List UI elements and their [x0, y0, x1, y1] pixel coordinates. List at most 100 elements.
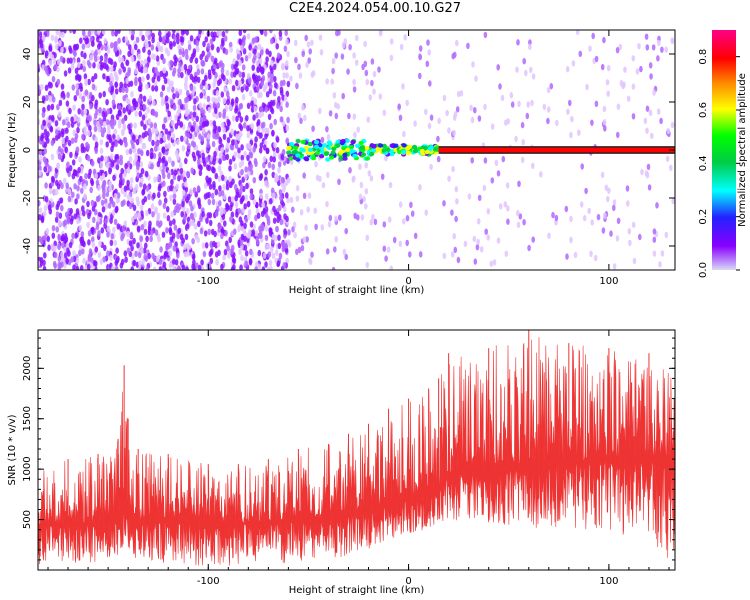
spectrogram-cell: [459, 90, 464, 97]
spectrogram-cell: [184, 76, 189, 83]
spectrogram-cell: [657, 39, 661, 47]
spectrogram-cell: [454, 186, 459, 193]
spectrogram-cell: [246, 33, 251, 40]
spectrogram-cell: [248, 44, 252, 51]
spectrogram-cell: [295, 185, 300, 192]
spectrogram-cell: [625, 185, 630, 192]
spectrogram-cell: [287, 176, 291, 184]
spectrogram-cell: [133, 122, 137, 129]
spectrogram-cell: [70, 116, 74, 123]
spectrogram-cell: [80, 109, 84, 116]
spectrogram-cell: [57, 58, 61, 66]
spectrogram-cell: [81, 103, 85, 111]
spectrogram-cell: [605, 79, 610, 86]
spectrogram-cell: [517, 100, 521, 108]
spectrogram-cell: [238, 248, 242, 256]
spectrogram-cell: [359, 145, 365, 150]
spectrogram-cell: [208, 212, 213, 219]
spectrogram-cell: [307, 57, 312, 64]
spectrogram-cell: [113, 218, 118, 226]
spectrogram-cell: [249, 188, 254, 195]
spectrogram-cell: [126, 193, 131, 201]
spectrogram-cell: [97, 43, 101, 50]
spectrogram-cell: [297, 112, 302, 120]
spectrogram-cell: [264, 127, 269, 134]
spectrogram-cell: [44, 160, 48, 167]
spectrogram-cell: [214, 210, 219, 217]
spectrogram-cell: [103, 244, 107, 252]
spectrogram-cell: [154, 85, 159, 92]
spectrogram-cell: [253, 98, 258, 105]
spectrogram-cell: [565, 66, 570, 73]
spectrogram-cell: [531, 73, 536, 80]
spectrogram-cell: [295, 82, 299, 90]
spectrogram-cell: [539, 171, 543, 178]
spectrogram-cell: [128, 156, 133, 163]
spectrogram-cell: [68, 30, 73, 34]
spectrogram-cell: [214, 172, 219, 180]
spectrogram-cell: [107, 57, 112, 64]
spectrogram-cell: [109, 198, 114, 205]
spectrogram-x-tick-label: 0: [405, 276, 411, 287]
spectrogram-cell: [168, 228, 173, 236]
spectrogram-cell: [402, 130, 406, 138]
colorbar-label: Normalized spectral amplitude: [737, 73, 748, 227]
spectrogram-cell: [220, 263, 224, 270]
spectrogram-cell: [342, 152, 348, 158]
spectrogram-cell: [554, 214, 559, 222]
spectrogram-cell: [74, 198, 78, 205]
spectrogram-cell: [151, 32, 155, 40]
spectrogram-cell: [217, 126, 221, 133]
spectrogram-cell: [278, 252, 283, 260]
spectrogram-cell: [153, 176, 157, 183]
spectrogram-cell: [106, 231, 110, 238]
spectrogram-cell: [192, 259, 196, 266]
spectrogram-cell: [286, 50, 290, 58]
snr-series-fill: [38, 337, 675, 566]
spectrogram-cell: [86, 200, 90, 208]
spectrogram-cell: [159, 246, 163, 253]
spectrogram-cell: [177, 67, 181, 74]
spectrogram-cell: [141, 114, 146, 121]
spectrogram-cell: [269, 83, 273, 90]
spectrogram-cell: [518, 213, 523, 220]
spectrogram-cell: [43, 252, 47, 259]
spectrogram-cell: [283, 45, 288, 52]
spectrogram-cell: [233, 228, 237, 235]
spectrogram-cell: [123, 185, 128, 192]
spectrogram-cell: [96, 216, 101, 223]
spectrogram-cell: [235, 60, 239, 67]
spectrogram-cell: [176, 206, 180, 213]
spectrogram-cell: [108, 185, 113, 193]
spectrogram-cell: [482, 184, 487, 192]
spectrogram-cell: [233, 151, 238, 158]
spectrogram-cell: [78, 156, 82, 163]
spectrogram-cell: [247, 213, 251, 220]
spectrogram-cell: [594, 100, 599, 108]
spectrogram-cell: [185, 196, 189, 204]
spectrogram-cell: [265, 56, 269, 63]
spectrogram-cell: [95, 223, 100, 231]
spectrogram-cell: [246, 125, 250, 132]
spectrogram-cell: [371, 214, 375, 221]
spectrogram-cell: [90, 199, 95, 207]
spectrogram-cell: [384, 155, 388, 162]
spectrogram-cell: [600, 63, 605, 71]
spectrogram-cell: [429, 163, 433, 171]
spectrogram-cell: [146, 73, 150, 81]
spectrogram-cell: [100, 199, 105, 206]
spectrogram-cell: [658, 261, 662, 268]
spectrogram-cell: [225, 69, 230, 77]
spectrogram-cell: [79, 265, 84, 270]
spectrogram-cell: [409, 201, 413, 208]
spectrogram-cell: [314, 151, 320, 156]
spectrogram-cell: [477, 194, 482, 201]
spectrogram-cell: [618, 43, 622, 51]
spectrogram-cell: [123, 136, 128, 144]
spectrogram-cell: [242, 122, 247, 129]
spectrogram-cell: [197, 264, 202, 270]
spectrogram-cell: [650, 132, 654, 139]
spectrogram-cell: [367, 170, 372, 177]
spectrogram-cell: [105, 141, 109, 148]
